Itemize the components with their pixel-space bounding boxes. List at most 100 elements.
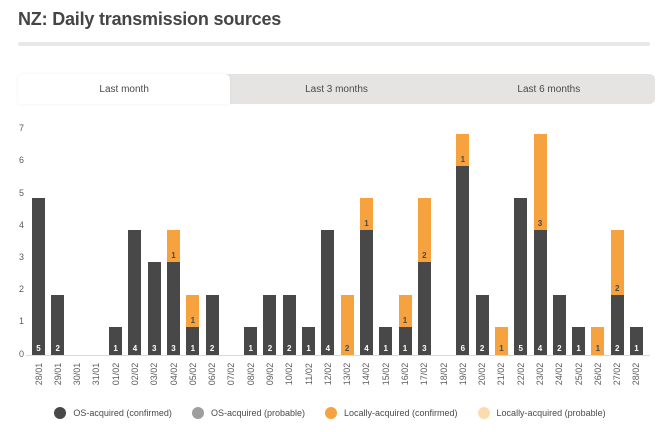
- x-axis-label: 29/01: [52, 362, 63, 386]
- y-axis-tick: 1: [18, 316, 24, 327]
- x-axis-label: 09/02: [264, 362, 275, 386]
- bar-segment: 3: [167, 262, 181, 355]
- legend-item: OS-acquired (probable): [191, 407, 305, 419]
- y-axis-tick: 3: [18, 251, 24, 262]
- bar-segment: 3: [417, 262, 431, 355]
- bar-value-label: 6: [460, 344, 466, 353]
- bar-value-label: 1: [576, 344, 581, 353]
- bar-value-label: 1: [595, 344, 601, 353]
- bar-segment: 1: [109, 326, 123, 355]
- legend-label: OS-acquired (confirmed): [73, 408, 172, 418]
- bar-segment: 1: [629, 326, 643, 355]
- bar-segment: 5: [32, 198, 45, 355]
- bar-segment: 1: [456, 133, 470, 166]
- x-axis-label: 19/02: [457, 362, 468, 386]
- x-axis-label: 17/02: [419, 362, 430, 386]
- bar-segment: 2: [282, 294, 296, 355]
- x-axis-line: [26, 355, 650, 356]
- bar-segment: 2: [552, 294, 566, 355]
- tab-last-6-months[interactable]: Last 6 months: [517, 83, 581, 95]
- x-axis-label: 22/02: [515, 362, 526, 386]
- bar-value-label: 1: [248, 344, 253, 353]
- header-divider: [18, 42, 650, 46]
- bar-segment: 4: [128, 230, 142, 355]
- x-axis-label: 30/01: [72, 362, 83, 386]
- legend-swatch-icon: [54, 407, 67, 419]
- x-axis-label: 12/02: [322, 362, 333, 386]
- legend-label: Locally-acquired (probable): [496, 408, 606, 418]
- bar-value-label: 3: [171, 344, 176, 353]
- bar-value-label: 2: [209, 344, 215, 353]
- x-axis-label: 01/02: [110, 362, 121, 386]
- bar-value-label: 4: [364, 344, 369, 353]
- x-axis-label: 31/01: [91, 362, 102, 386]
- bar-value-label: 3: [537, 219, 543, 229]
- bar-segment: 2: [610, 294, 624, 355]
- page-title: NZ: Daily transmission sources: [18, 9, 282, 29]
- bar-value-label: 1: [113, 344, 118, 353]
- tab-bar: Last month Last 3 months Last 6 months: [18, 74, 655, 104]
- bar-segment: 2: [263, 294, 277, 355]
- bar-segment: 2: [475, 294, 489, 355]
- y-axis-tick: 5: [18, 187, 24, 198]
- bar-value-label: 1: [306, 344, 311, 353]
- x-axis-label: 28/01: [33, 362, 44, 386]
- legend-item: Locally-acquired (confirmed): [325, 407, 458, 419]
- x-axis-label: 18/02: [438, 362, 449, 386]
- bar-value-label: 5: [518, 344, 523, 353]
- bar-segment: 1: [398, 294, 412, 327]
- bar-segment: 1: [494, 326, 508, 355]
- bar-value-label: 2: [267, 344, 273, 353]
- bar-value-label: 3: [152, 344, 157, 353]
- bar-value-label: 1: [383, 344, 388, 353]
- x-axis-label: 08/02: [245, 362, 256, 386]
- bar-segment: 4: [533, 230, 547, 355]
- bar-value-label: 4: [132, 344, 138, 353]
- x-axis-label: 21/02: [496, 362, 507, 386]
- legend-swatch-icon: [191, 407, 204, 419]
- bar-segment: 1: [186, 294, 200, 327]
- x-axis-label: 15/02: [380, 362, 391, 386]
- x-axis-label: 24/02: [554, 362, 565, 386]
- bar-segment: 2: [417, 198, 431, 263]
- legend-swatch-icon: [325, 407, 337, 419]
- bar-segment: 1: [167, 230, 181, 263]
- bar-value-label: 4: [325, 344, 331, 353]
- bar-value-label: 2: [614, 283, 620, 293]
- x-axis-label: 27/02: [612, 362, 623, 386]
- x-axis-label: 26/02: [592, 362, 603, 386]
- bar-segment: 1: [398, 326, 412, 355]
- bar-segment: 1: [379, 326, 393, 355]
- y-axis-tick: 0: [18, 348, 24, 359]
- bar-segment: 2: [340, 294, 354, 355]
- bar-segment: 4: [321, 230, 335, 355]
- legend-swatch-icon: [477, 407, 490, 419]
- bar-value-label: 2: [55, 344, 60, 353]
- legend-item: Locally-acquired (probable): [477, 407, 606, 419]
- chart-legend: OS-acquired (confirmed) OS-acquired (prob…: [0, 402, 660, 424]
- tab-last-3-months[interactable]: Last 3 months: [305, 83, 368, 95]
- tab-last-month[interactable]: Last month: [18, 74, 231, 104]
- bar-value-label: 4: [537, 344, 543, 353]
- bar-value-label: 5: [36, 344, 41, 353]
- bar-segment: 1: [186, 326, 200, 355]
- bar-segment: 1: [591, 326, 605, 355]
- x-axis-label: 07/02: [226, 362, 237, 386]
- x-axis-label: 06/02: [207, 362, 218, 386]
- bar-segment: 2: [51, 294, 65, 355]
- y-axis-tick: 7: [18, 123, 24, 134]
- x-axis-label: 16/02: [400, 362, 410, 386]
- bar-segment: 1: [359, 198, 373, 231]
- x-axis-label: 13/02: [342, 362, 353, 386]
- x-axis-label: 28/02: [631, 362, 642, 386]
- legend-item: OS-acquired (confirmed): [54, 407, 172, 419]
- bar-segment: 3: [533, 133, 547, 231]
- bar-value-label: 1: [402, 344, 408, 353]
- bar-value-label: 2: [287, 344, 292, 353]
- legend-label: Locally-acquired (confirmed): [344, 408, 458, 418]
- bar-segment: 4: [359, 230, 373, 355]
- bar-value-label: 2: [479, 344, 485, 353]
- x-axis-label: 03/02: [149, 362, 160, 386]
- bar-segment: 3: [147, 262, 161, 355]
